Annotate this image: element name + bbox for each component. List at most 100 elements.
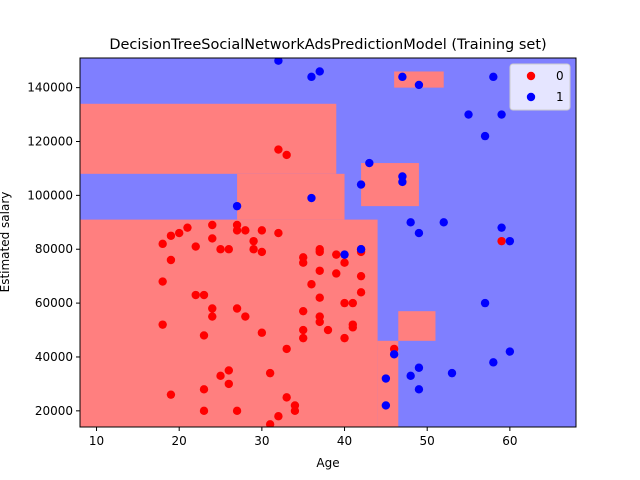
region-class-0 [398,311,436,341]
point-class-0 [232,406,242,416]
point-class-0 [166,255,176,265]
point-class-0 [290,406,300,416]
point-class-1 [340,250,349,259]
point-class-1 [307,193,316,203]
point-class-1 [497,110,506,119]
point-class-1 [406,218,415,227]
point-class-0 [340,333,349,343]
legend: 01 [509,63,571,111]
point-class-0 [158,320,167,329]
plot-frame [79,57,577,428]
point-class-0 [307,280,316,289]
point-class-1 [356,180,366,189]
point-class-0 [265,368,275,378]
point-class-1 [356,245,366,254]
point-class-0 [158,277,167,286]
point-class-0 [323,325,333,335]
legend-label-0: 0 [556,69,564,83]
point-class-1 [464,110,473,119]
point-class-0 [257,226,267,235]
point-class-0 [158,239,167,249]
y-tick-label: 140000 [27,81,73,95]
point-class-1 [406,371,415,381]
point-class-0 [232,304,242,313]
point-class-0 [257,247,267,257]
region-class-0 [80,103,337,174]
point-class-0 [332,269,341,278]
point-class-1 [274,58,283,65]
point-class-1 [489,72,498,82]
y-tick-label: 20000 [35,404,73,418]
legend-box [509,63,571,111]
point-class-0 [282,344,291,354]
point-class-0 [265,420,275,427]
point-class-0 [208,220,217,230]
point-class-0 [199,290,209,300]
point-class-0 [224,379,233,389]
point-class-0 [315,293,324,302]
region-class-0 [361,163,419,207]
y-tick-label: 80000 [35,242,73,256]
point-class-0 [224,245,233,254]
point-class-0 [191,290,200,300]
point-class-0 [315,247,324,257]
point-class-0 [340,298,349,308]
y-tick-label: 120000 [27,134,73,148]
y-tick-label: 60000 [35,296,73,310]
point-class-0 [299,333,308,343]
x-tick-label: 60 [502,434,517,448]
point-class-1 [398,72,407,82]
point-class-0 [166,231,176,240]
point-class-1 [439,218,448,227]
point-class-0 [332,250,341,259]
point-class-1 [398,177,407,187]
point-class-1 [414,363,424,372]
point-class-0 [299,258,308,267]
point-class-1 [414,385,424,394]
point-class-0 [348,323,357,332]
point-class-0 [208,312,217,321]
point-class-1 [497,223,506,232]
point-class-0 [257,328,267,337]
point-class-0 [199,406,209,416]
point-class-0 [299,325,308,335]
point-class-1 [307,72,316,82]
point-class-0 [249,236,258,246]
point-class-0 [224,366,233,375]
x-tick-label: 30 [254,434,269,448]
point-class-1 [414,80,424,90]
x-tick-label: 20 [172,434,187,448]
point-class-1 [447,368,457,378]
y-axis-label: Estimated salary [0,192,12,293]
point-class-1 [489,358,498,367]
point-class-0 [208,304,217,313]
point-class-1 [505,236,515,246]
x-axis-ticks: 10 20 30 40 50 60 [89,427,518,448]
point-class-0 [274,412,283,421]
legend-label-1: 1 [556,90,564,104]
point-class-0 [241,312,250,321]
x-tick-label: 50 [420,434,435,448]
point-class-1 [381,374,391,383]
point-class-0 [191,242,200,251]
point-class-0 [299,306,308,316]
point-class-0 [282,150,291,160]
point-class-0 [249,245,258,254]
point-class-0 [166,390,176,399]
region-class-0 [394,71,444,88]
point-class-0 [199,385,209,394]
point-class-0 [208,234,217,243]
point-class-0 [241,226,250,235]
y-tick-label: 100000 [27,188,73,202]
point-class-0 [315,266,324,275]
y-axis-ticks: 20000 40000 60000 80000 100000 120000 140000 [27,81,80,418]
point-class-1 [414,228,424,238]
x-tick-label: 40 [337,434,352,448]
region-class-0 [80,219,378,427]
point-class-1 [365,158,374,168]
point-class-0 [216,371,225,381]
chart-title: DecisionTreeSocialNetworkAdsPredictionMo… [109,37,546,53]
x-tick-label: 10 [89,434,104,448]
point-class-1 [381,401,391,410]
